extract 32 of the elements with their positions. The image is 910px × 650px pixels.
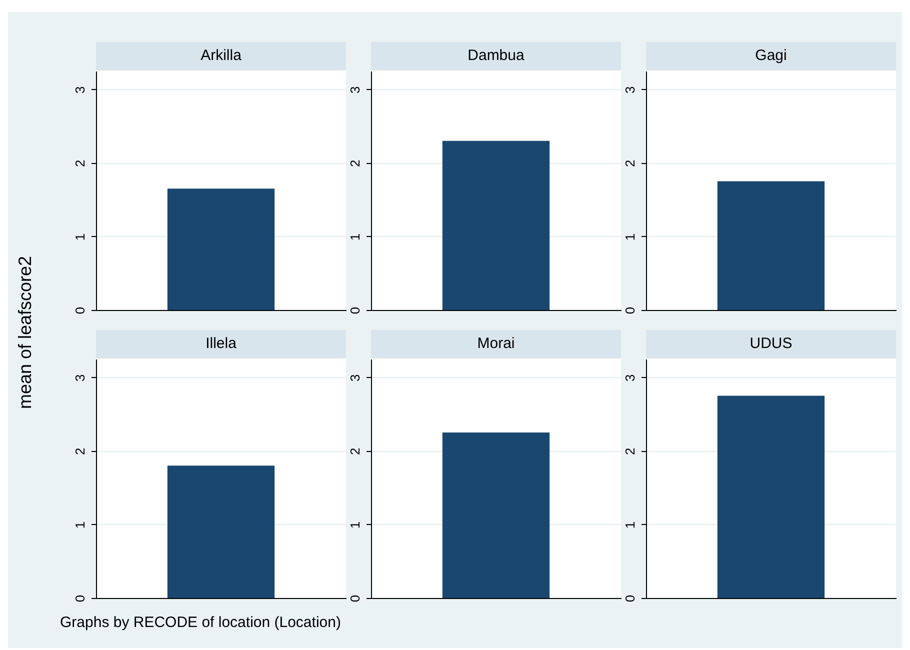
y-tick-label: 0: [72, 594, 88, 602]
y-tick-label: 3: [622, 86, 638, 94]
y-tick-label: 2: [72, 448, 88, 456]
y-tick-label: 1: [348, 521, 362, 529]
y-tick-label: 3: [348, 374, 362, 382]
y-tick-label: 1: [622, 521, 638, 529]
y-tick-label: 2: [348, 160, 362, 168]
y-tick-label: 3: [348, 86, 362, 94]
chart-title: Morai: [371, 330, 621, 358]
y-tick-label: 3: [72, 86, 88, 94]
y-tick-label: 3: [72, 374, 88, 382]
chart-title: Illela: [96, 330, 346, 358]
y-tick-label: 2: [348, 448, 362, 456]
chart-title: UDUS: [646, 330, 896, 358]
y-axis-title: mean of leafscore2: [14, 256, 36, 410]
y-tick-label: 0: [72, 306, 88, 314]
y-tick-label: 1: [72, 233, 88, 241]
y-tick-label: 1: [348, 233, 362, 241]
y-tick-label: 0: [622, 594, 638, 602]
text: Graphs by RECODE of location (Location): [60, 614, 341, 631]
chart-title: Dambua: [371, 42, 621, 70]
y-tick-label: 2: [622, 160, 638, 168]
y-tick-label: 2: [72, 160, 88, 168]
y-tick-label: 1: [72, 521, 88, 529]
y-tick-label: 2: [622, 448, 638, 456]
chart-title: Arkilla: [96, 42, 346, 70]
y-tick-label: 0: [348, 306, 362, 314]
y-tick-label: 3: [622, 374, 638, 382]
y-tick-label: 1: [622, 233, 638, 241]
y-tick-label: 0: [348, 594, 362, 602]
y-tick-label: 0: [622, 306, 638, 314]
chart-title: Gagi: [646, 42, 896, 70]
